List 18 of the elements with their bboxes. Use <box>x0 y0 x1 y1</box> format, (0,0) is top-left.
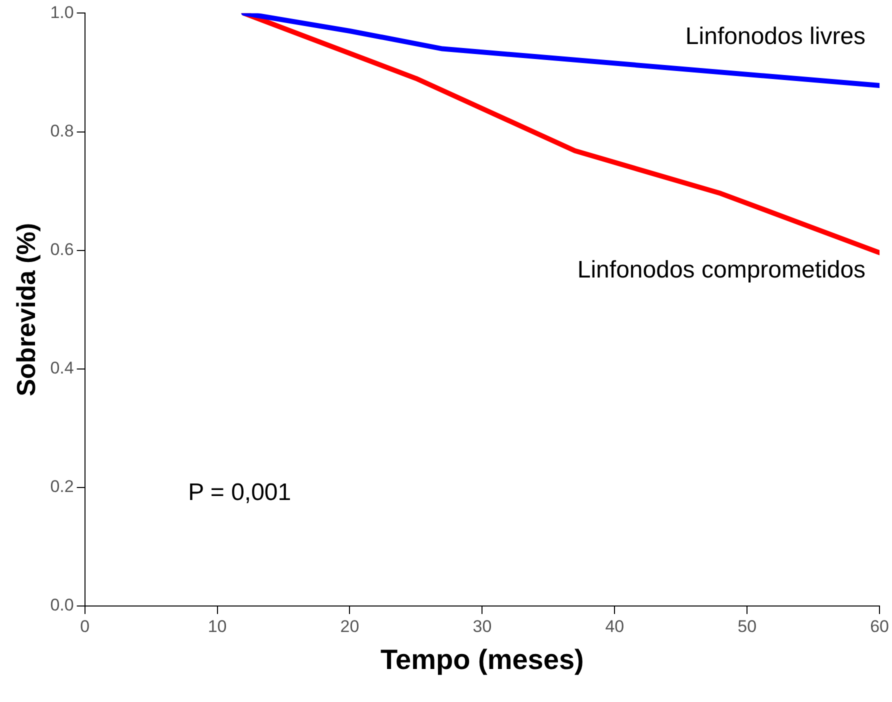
x-tick-label: 40 <box>605 616 624 636</box>
x-axis-title: Tempo (meses) <box>380 644 584 675</box>
y-tick-label: 0.6 <box>50 240 74 260</box>
x-tick-label: 50 <box>738 616 757 636</box>
x-tick-label: 0 <box>80 616 90 636</box>
y-tick-label: 0.8 <box>50 121 74 140</box>
x-tick-label: 30 <box>472 616 492 636</box>
series-label: Linfonodos livres <box>685 23 866 50</box>
series-label: Linfonodos comprometidos <box>577 256 866 284</box>
annotation: P = 0,001 <box>188 478 292 506</box>
y-tick-label: 0.4 <box>50 358 74 378</box>
x-tick-label: 20 <box>340 616 360 636</box>
x-tick-label: 60 <box>870 616 890 636</box>
y-axis-title: Sobrevida (%) <box>10 222 41 396</box>
y-tick-label: 0.0 <box>50 596 74 615</box>
x-tick-label: 10 <box>208 616 227 636</box>
y-tick-label: 1.0 <box>50 2 74 22</box>
y-tick-label: 0.2 <box>50 477 74 496</box>
